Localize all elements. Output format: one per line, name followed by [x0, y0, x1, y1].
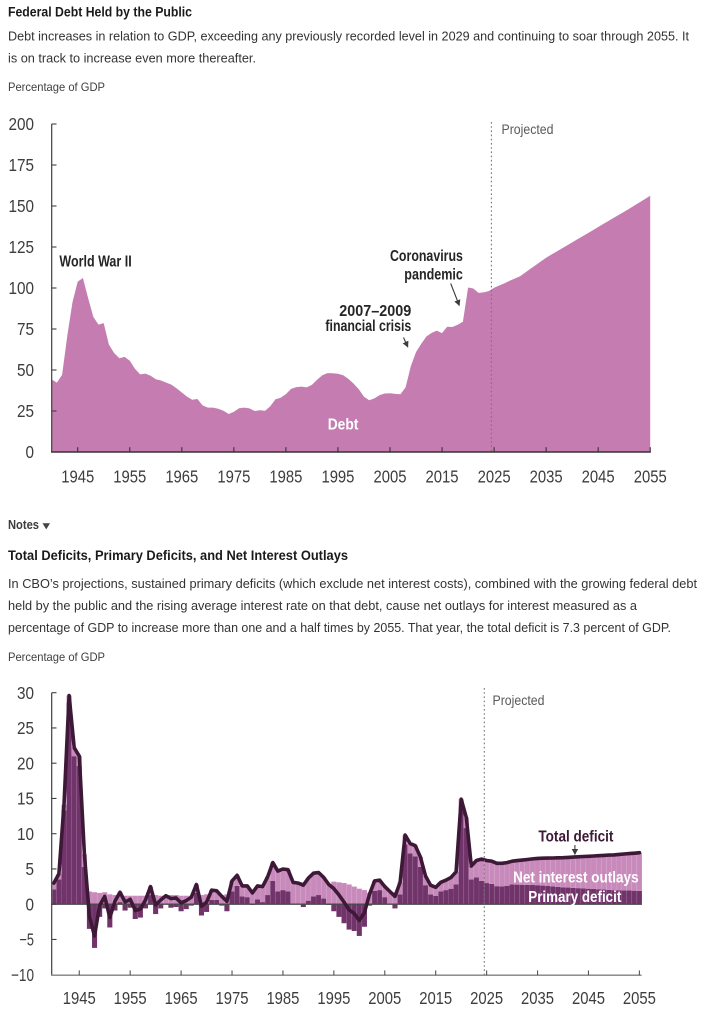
svg-text:1995: 1995 — [321, 466, 354, 486]
svg-text:75: 75 — [17, 319, 34, 339]
svg-text:Debt increases in relation to: Debt increases in relation to GDP, excee… — [8, 29, 689, 44]
svg-text:Percentage of GDP: Percentage of GDP — [8, 80, 105, 94]
svg-text:1995: 1995 — [317, 988, 350, 1008]
svg-text:1985: 1985 — [269, 466, 302, 486]
svg-text:25: 25 — [17, 401, 34, 421]
svg-text:100: 100 — [9, 278, 35, 298]
svg-text:1985: 1985 — [266, 988, 299, 1008]
svg-text:Percentage of GDP: Percentage of GDP — [8, 650, 105, 664]
svg-text:2005: 2005 — [368, 988, 401, 1008]
svg-text:30: 30 — [17, 683, 34, 703]
svg-text:pandemic: pandemic — [404, 267, 463, 284]
svg-text:In CBO’s projections, sustaine: In CBO’s projections, sustained primary … — [8, 576, 697, 591]
svg-text:2045: 2045 — [572, 988, 605, 1008]
svg-text:financial crisis: financial crisis — [325, 318, 411, 335]
svg-text:50: 50 — [17, 360, 34, 380]
svg-text:1955: 1955 — [113, 466, 146, 486]
svg-text:175: 175 — [9, 155, 35, 175]
svg-text:1975: 1975 — [216, 988, 249, 1008]
svg-text:Net interest outlays: Net interest outlays — [513, 870, 639, 887]
svg-text:2025: 2025 — [478, 466, 511, 486]
svg-text:15: 15 — [17, 789, 34, 809]
svg-text:1955: 1955 — [114, 988, 147, 1008]
svg-text:held by the public and the ris: held by the public and the rising averag… — [8, 598, 638, 613]
svg-text:10: 10 — [17, 824, 34, 844]
svg-text:Primary deficit: Primary deficit — [528, 889, 622, 906]
svg-text:2015: 2015 — [426, 466, 459, 486]
svg-text:−5: −5 — [20, 930, 35, 950]
svg-text:World War II: World War II — [59, 254, 131, 271]
svg-text:1965: 1965 — [165, 988, 198, 1008]
svg-text:2025: 2025 — [470, 988, 503, 1008]
svg-text:2055: 2055 — [634, 466, 667, 486]
svg-text:1965: 1965 — [165, 466, 198, 486]
svg-text:percentage of GDP to increase: percentage of GDP to increase more than … — [8, 620, 671, 635]
svg-text:Debt: Debt — [328, 417, 359, 434]
svg-text:Total Deficits, Primary Defici: Total Deficits, Primary Deficits, and Ne… — [8, 548, 348, 563]
svg-text:0: 0 — [26, 894, 35, 914]
svg-text:2035: 2035 — [521, 988, 554, 1008]
svg-text:2045: 2045 — [582, 466, 615, 486]
svg-text:Projected: Projected — [493, 692, 545, 708]
svg-text:150: 150 — [9, 196, 35, 216]
svg-text:Coronavirus: Coronavirus — [390, 248, 463, 265]
svg-text:2005: 2005 — [373, 466, 406, 486]
svg-text:2035: 2035 — [530, 466, 563, 486]
svg-text:2015: 2015 — [419, 988, 452, 1008]
svg-text:is on track to increase even m: is on track to increase even more therea… — [8, 51, 256, 66]
svg-text:Federal Debt Held by the Publi: Federal Debt Held by the Public — [8, 5, 192, 20]
svg-text:1975: 1975 — [217, 466, 250, 486]
svg-text:0: 0 — [26, 442, 35, 462]
svg-text:25: 25 — [17, 718, 34, 738]
svg-text:Total deficit: Total deficit — [538, 829, 614, 846]
svg-text:125: 125 — [9, 237, 35, 257]
svg-text:2007–2009: 2007–2009 — [339, 303, 411, 320]
svg-text:1945: 1945 — [63, 988, 96, 1008]
svg-text:Projected: Projected — [502, 121, 554, 137]
svg-text:20: 20 — [17, 753, 34, 773]
svg-text:5: 5 — [26, 859, 35, 879]
svg-text:200: 200 — [9, 114, 35, 134]
svg-text:Notes: Notes — [8, 518, 39, 532]
svg-text:1945: 1945 — [61, 466, 94, 486]
svg-text:−10: −10 — [11, 965, 34, 985]
svg-text:2055: 2055 — [623, 988, 656, 1008]
